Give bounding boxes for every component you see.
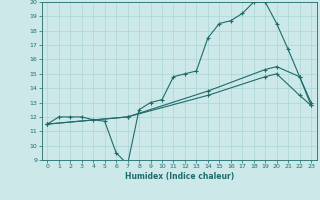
X-axis label: Humidex (Indice chaleur): Humidex (Indice chaleur)	[124, 172, 234, 181]
